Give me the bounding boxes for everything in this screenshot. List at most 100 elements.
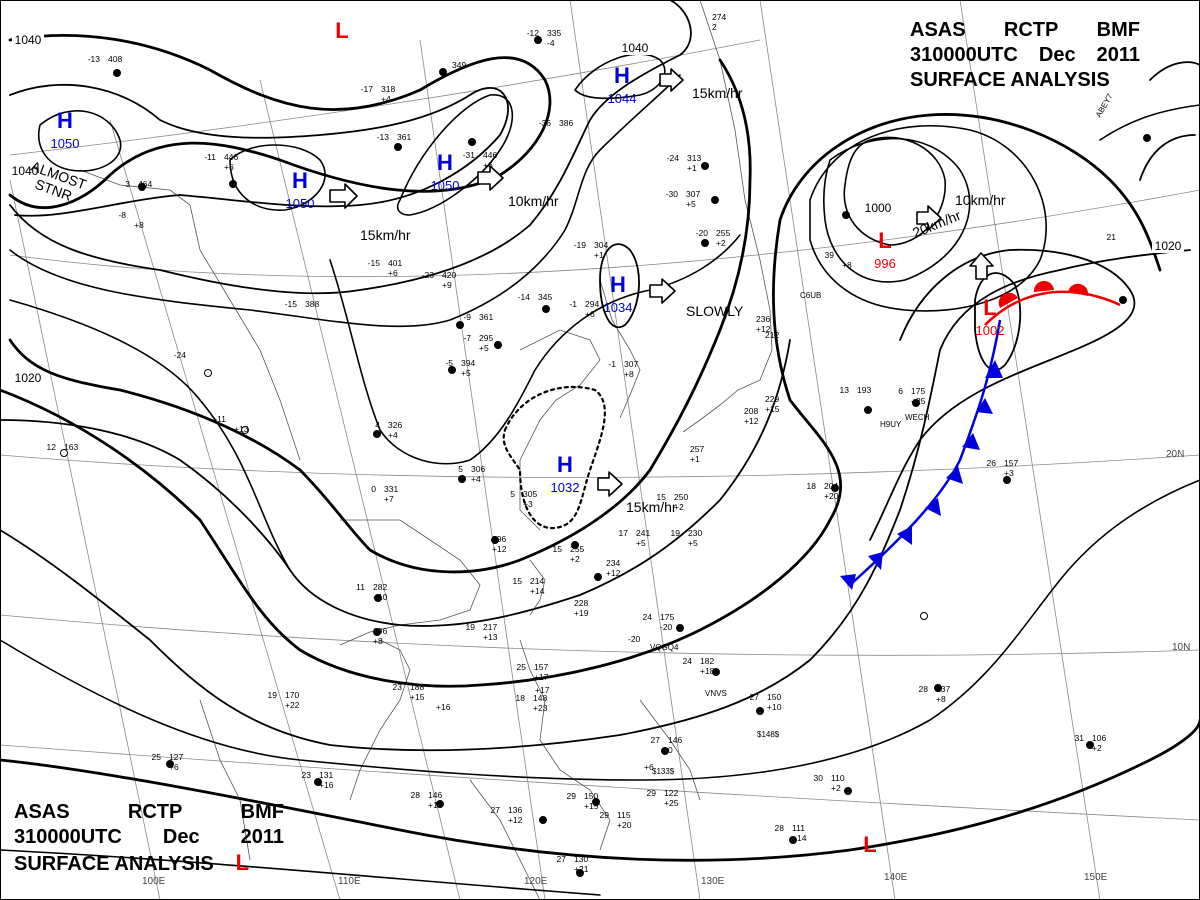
station-tendency: +8: [936, 694, 946, 704]
header-bottom-left: ASAS RCTP BMF 310000UTC Dec 2011 SURFACE…: [14, 800, 284, 877]
station-temperature: 26: [987, 458, 997, 468]
station-pressure: 163: [64, 442, 78, 452]
station-pressure: 131: [319, 770, 333, 780]
station-pressure: 196: [373, 626, 387, 636]
station-tendency: +15: [584, 801, 599, 811]
station-pressure: 146: [428, 790, 442, 800]
station-pressure: 122: [664, 788, 678, 798]
station-temperature: -20: [696, 228, 709, 238]
longitude-label: 120E: [524, 876, 548, 887]
motion-text: 15km/hr: [626, 499, 677, 515]
station-temperature: 24: [683, 656, 693, 666]
station-pressure: 313: [687, 153, 701, 163]
station-temperature: 13: [840, 385, 850, 395]
station-tendency: +6: [224, 162, 234, 172]
longitude-label: 110E: [338, 876, 361, 887]
station-tendency: -20: [660, 622, 673, 632]
station-temperature: 18: [516, 693, 526, 703]
station-pressure: 464: [138, 179, 152, 189]
graticule-labels: 20N 10N 100E 110E 120E 130E 140E 150E: [142, 449, 1190, 887]
station-tendency: +6: [388, 268, 398, 278]
station-tendency: +2: [831, 783, 841, 793]
ship-callsign: VQGQ4: [650, 643, 679, 652]
station-temperature: 29: [567, 791, 577, 801]
isobar-value-label: 1020: [1155, 239, 1182, 253]
high-pressure-marker: H: [614, 63, 630, 88]
station-pressure: 182: [700, 656, 714, 666]
station-pressure: 361: [479, 312, 493, 322]
isobar-value-label: 1040: [622, 41, 649, 55]
station-tendency: +15: [428, 800, 443, 810]
station-pressure: 212: [765, 330, 779, 340]
station-temperature: 28: [411, 790, 421, 800]
analysis-datetime: 310000UTC: [14, 826, 122, 848]
station-pressure: 335: [547, 28, 561, 38]
station-temperature: 19: [671, 528, 681, 538]
station-tendency: +5: [686, 199, 696, 209]
station-pressure: 361: [397, 132, 411, 142]
station-temperature: -17: [361, 84, 374, 94]
central-pressure-value: 996: [874, 256, 896, 271]
station-pressure: 326: [388, 420, 402, 430]
station-pressure: 150: [767, 692, 781, 702]
station-temperature: 11: [356, 582, 365, 592]
station-pressure: 217: [483, 622, 497, 632]
analysis-year: 2011: [1096, 44, 1140, 66]
ship-callsign: VNVS: [705, 689, 727, 698]
station-temperature: -12: [527, 28, 540, 38]
station-temperature: 27: [557, 854, 567, 864]
station-temperature: -9: [463, 312, 471, 322]
station-tendency: +4: [471, 474, 481, 484]
station-pressure: 420: [442, 270, 456, 280]
station-tendency: +5: [636, 538, 646, 548]
station-temperature: 4: [375, 420, 380, 430]
station-temperature: -1: [569, 299, 577, 309]
station-tendency: +1: [690, 454, 700, 464]
station-tendency: +23: [533, 703, 548, 713]
station-tendency: +2: [1092, 743, 1102, 753]
station-pressure: 228: [574, 598, 588, 608]
station-tendency: +6: [169, 762, 179, 772]
high-pressure-marker: H: [610, 272, 626, 297]
station-pressure: 345: [538, 292, 552, 302]
station-temperature: -14: [518, 292, 531, 302]
station-tendency: +18: [700, 666, 715, 676]
isobar-labels: 1040 1040 1040 1020 1020 1000: [9, 33, 1184, 385]
station-temperature: 21: [1107, 232, 1117, 242]
station-tendency: +6: [483, 160, 493, 170]
station-temperature: 39: [825, 250, 835, 260]
station-tendency: +3: [1004, 468, 1014, 478]
station-tendency: +16: [436, 702, 451, 712]
station-pressure: 236: [756, 314, 770, 324]
isobar-label-bg: [1152, 240, 1184, 253]
station-pressure: 307: [624, 359, 638, 369]
station-code: RCTP: [1003, 19, 1059, 41]
station-temperature: -15: [368, 258, 381, 268]
isobar-value-label: 1020: [15, 371, 42, 385]
station-symbols: [60, 36, 1151, 877]
station-pressure: 349: [452, 60, 466, 70]
station-pressure: 127: [169, 752, 183, 762]
cold-front: [840, 319, 1003, 590]
station-temperature: -8: [118, 210, 126, 220]
station-tendency: +21: [574, 864, 589, 874]
station-tendency: +12: [744, 416, 759, 426]
station-temperature: 27: [750, 692, 760, 702]
station-tendency: +9: [442, 280, 452, 290]
station-code: RCTP: [127, 801, 183, 823]
station-pressure: 388: [305, 299, 319, 309]
station-temperature: -30: [666, 189, 679, 199]
station-tendency: +20: [824, 491, 839, 501]
ship-callsign: C6UB: [800, 291, 821, 300]
station-temperature: 28: [919, 684, 929, 694]
office-code: BMF: [240, 801, 284, 823]
station-tendency: +14: [792, 833, 807, 843]
ship-callsign: $133$: [652, 767, 675, 776]
station-pressure: 401: [388, 258, 402, 268]
station-tendency: +6: [644, 762, 654, 772]
station-tendency: +13: [234, 424, 249, 434]
station-pressure: 304: [594, 240, 608, 250]
station-temperature: -24: [667, 153, 680, 163]
isobar-label-bg: [9, 165, 41, 178]
station-temperature: -11: [204, 152, 216, 162]
